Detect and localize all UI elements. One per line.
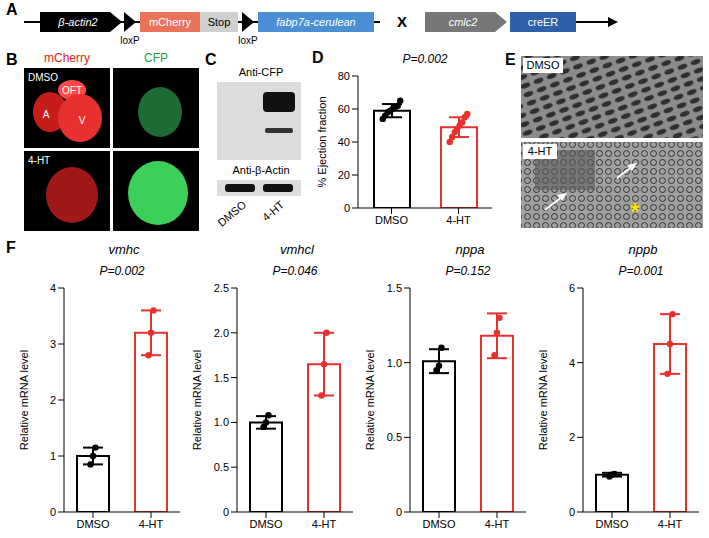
svg-text:4-HT: 4-HT xyxy=(446,214,471,226)
svg-text:β-actin2: β-actin2 xyxy=(57,16,97,28)
svg-text:creER: creER xyxy=(528,16,559,28)
svg-text:% Ejection fraction: % Ejection fraction xyxy=(316,96,328,187)
svg-text:1.0: 1.0 xyxy=(387,357,402,369)
svg-text:4-HT: 4-HT xyxy=(485,518,510,530)
html-text:D: D xyxy=(312,49,324,66)
svg-text:0: 0 xyxy=(569,506,575,518)
svg-text:6: 6 xyxy=(569,282,575,294)
html-text:P=0.046: P=0.046 xyxy=(272,264,318,278)
svg-text:Relative mRNA level: Relative mRNA level xyxy=(537,350,549,450)
svg-text:0: 0 xyxy=(344,202,350,214)
svg-text:Stop: Stop xyxy=(208,16,231,28)
svg-text:20: 20 xyxy=(338,169,350,181)
svg-text:X: X xyxy=(397,13,407,30)
svg-text:0: 0 xyxy=(50,506,56,518)
svg-text:4-HT: 4-HT xyxy=(528,145,553,157)
svg-text:DMSO: DMSO xyxy=(250,518,283,530)
svg-text:DMSO: DMSO xyxy=(596,518,629,530)
svg-text:4: 4 xyxy=(569,357,575,369)
svg-text:Anti-β-Actin: Anti-β-Actin xyxy=(232,164,289,176)
svg-text:0.5: 0.5 xyxy=(387,431,402,443)
svg-text:0: 0 xyxy=(396,506,402,518)
svg-text:4-HT: 4-HT xyxy=(260,198,287,223)
html-text:vmhc: vmhc xyxy=(108,242,140,257)
svg-text:CFP: CFP xyxy=(144,51,168,65)
svg-text:1.0: 1.0 xyxy=(214,416,229,428)
svg-text:Relative mRNA level: Relative mRNA level xyxy=(364,350,376,450)
svg-text:Relative mRNA level: Relative mRNA level xyxy=(18,350,30,450)
svg-text:A: A xyxy=(43,109,50,120)
svg-text:4-HT: 4-HT xyxy=(28,155,50,166)
svg-text:mCherry: mCherry xyxy=(44,51,90,65)
html-text:A: A xyxy=(6,1,18,18)
svg-text:Anti-CFP: Anti-CFP xyxy=(239,66,284,78)
svg-text:*: * xyxy=(630,198,640,225)
html-text:B: B xyxy=(6,51,18,68)
svg-text:DMSO: DMSO xyxy=(375,214,408,226)
svg-text:2.5: 2.5 xyxy=(214,282,229,294)
html-text:E: E xyxy=(505,51,516,68)
svg-text:1: 1 xyxy=(50,450,56,462)
svg-text:40: 40 xyxy=(338,136,350,148)
html-text:P=0.001: P=0.001 xyxy=(618,264,664,278)
svg-text:60: 60 xyxy=(338,103,350,115)
svg-text:4-HT: 4-HT xyxy=(312,518,337,530)
svg-text:2: 2 xyxy=(569,431,575,443)
html-text:P=0.152: P=0.152 xyxy=(445,264,491,278)
svg-text:4: 4 xyxy=(50,282,56,294)
svg-text:mCherry: mCherry xyxy=(149,16,192,28)
svg-text:DMSO: DMSO xyxy=(28,72,58,83)
svg-text:2.0: 2.0 xyxy=(214,327,229,339)
svg-text:OFT: OFT xyxy=(62,85,82,96)
svg-text:cmlc2: cmlc2 xyxy=(449,16,478,28)
html-text:F: F xyxy=(6,239,16,256)
svg-text:80: 80 xyxy=(338,70,350,82)
html-text:nppa: nppa xyxy=(455,242,485,257)
svg-text:4-HT: 4-HT xyxy=(658,518,683,530)
html-text:vmhcl: vmhcl xyxy=(280,242,314,257)
svg-text:loxP: loxP xyxy=(120,35,140,46)
svg-text:Relative mRNA level: Relative mRNA level xyxy=(191,350,203,450)
svg-text:DMSO: DMSO xyxy=(423,518,456,530)
svg-text:1.5: 1.5 xyxy=(214,372,229,384)
svg-text:0: 0 xyxy=(223,506,229,518)
svg-text:DMSO: DMSO xyxy=(527,59,560,71)
html-text:nppb: nppb xyxy=(628,242,658,257)
svg-text:2: 2 xyxy=(50,394,56,406)
svg-text:1.5: 1.5 xyxy=(387,282,402,294)
svg-text:4-HT: 4-HT xyxy=(139,518,164,530)
svg-text:0.5: 0.5 xyxy=(214,461,229,473)
svg-text:DMSO: DMSO xyxy=(215,198,248,229)
svg-text:fabp7a-cerulean: fabp7a-cerulean xyxy=(276,16,356,28)
svg-text:3: 3 xyxy=(50,338,56,350)
svg-text:V: V xyxy=(79,115,86,126)
svg-text:DMSO: DMSO xyxy=(77,518,110,530)
html-text:P=0.002: P=0.002 xyxy=(402,52,448,66)
html-text:P=0.002: P=0.002 xyxy=(99,264,145,278)
html-text:C: C xyxy=(205,51,217,68)
svg-text:loxP: loxP xyxy=(238,35,258,46)
